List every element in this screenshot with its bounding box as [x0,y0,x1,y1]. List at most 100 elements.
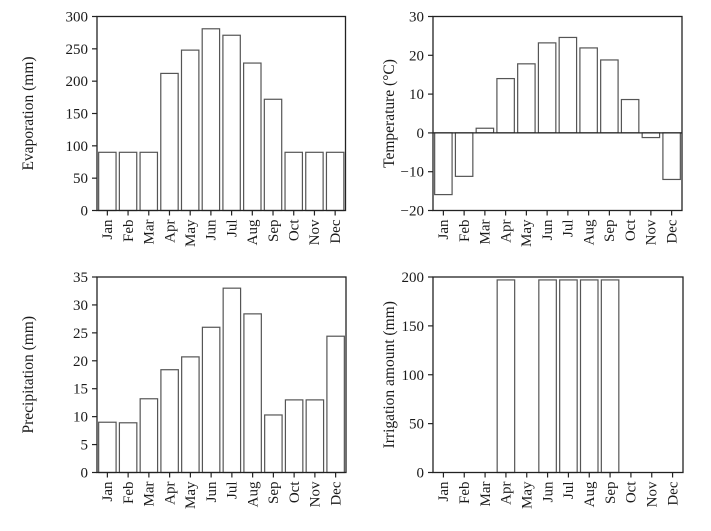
evaporation-ytick-label: 150 [66,107,89,123]
temperature-month-label-Sep: Sep [602,220,618,243]
evaporation-month-label-Dec: Dec [328,219,344,243]
evaporation-month-label-Jun: Jun [204,219,220,240]
irrigation-ytick-label: 50 [409,417,424,433]
precipitation-month-label-Dec: Dec [328,481,344,505]
temperature-ytick-label: 20 [409,48,424,64]
evaporation-ytick-label: 100 [66,139,89,155]
evaporation-month-label-Nov: Nov [307,219,323,245]
precipitation-bar-Mar [139,398,159,474]
temperature-month-label-Dec: Dec [664,219,680,243]
precipitation-month-label-Sep: Sep [266,482,282,505]
temperature-ytick-label: −20 [401,204,424,220]
precipitation-bar-Dec [326,335,345,474]
evaporation-bar-Oct [284,151,304,212]
evaporation-ytick-label: 300 [66,10,89,26]
irrigation-plot-frame [432,276,684,474]
precipitation-ytick-label: 5 [81,438,89,454]
evaporation-bar-Feb [118,151,138,212]
precipitation-ytick-label: 10 [73,410,88,426]
precipitation-month-label-Mar: Mar [142,482,158,507]
temperature-month-label-Mar: Mar [478,220,494,245]
irrigation-month-label-Oct: Oct [624,481,640,503]
temperature-bar-Jun [537,42,557,134]
evaporation-bar-Dec [325,151,345,212]
precipitation-month-label-Oct: Oct [287,481,303,503]
evaporation-bar-Jul [222,34,241,212]
irrigation-ytick-label: 100 [402,368,425,384]
irrigation-month-label-May: May [520,481,536,509]
evaporation-bar-Nov [305,151,324,212]
temperature-ytick-label: 0 [417,126,425,142]
evaporation-bar-Jun [201,28,221,212]
temperature-bar-Jan [434,132,453,196]
irrigation-month-label-Feb: Feb [457,482,473,505]
irrigation-bar-Apr [496,279,516,474]
temperature-bar-Feb [454,132,474,177]
temperature-month-label-Apr: Apr [498,219,514,242]
precipitation-bar-Sep [264,414,283,474]
evaporation-month-label-May: May [183,219,199,247]
temperature-ytick-label: −10 [401,165,424,181]
temperature-month-label-May: May [519,219,535,247]
evaporation-ytick-label: 200 [66,74,89,90]
irrigation-bar-Jun [538,279,557,474]
precipitation-ytick-label: 15 [73,382,88,398]
temperature-month-label-Nov: Nov [644,219,660,245]
irrigation-ytick-label: 150 [402,319,425,335]
irrigation-month-label-Jun: Jun [540,481,556,502]
precipitation-plot-frame [96,276,347,474]
temperature-month-label-Aug: Aug [581,219,597,245]
temperature-bar-Jul [558,36,578,134]
irrigation-ytick-label: 0 [417,466,425,482]
precipitation-month-label-Jun: Jun [204,481,220,502]
irrigation-month-label-Sep: Sep [603,482,619,505]
evaporation-month-label-Jan: Jan [100,219,116,239]
temperature-bar-Oct [620,98,640,134]
precipitation-bar-Jun [201,326,221,474]
temperature-month-label-Jan: Jan [436,219,452,239]
irrigation-ytick-label: 200 [402,270,425,286]
precipitation-chart: 0 5 10 15 20 25 30 35 Jan Feb Mar Apr May Jun Jul Aug Se… [20,270,347,509]
irrigation-month-label-Mar: Mar [478,482,494,507]
precipitation-axis-title: Precipitation (mm) [20,316,37,434]
precipitation-bar-Jul [222,287,242,474]
evaporation-month-label-Oct: Oct [287,219,303,241]
irrigation-bar-Aug [579,279,599,474]
evaporation-ytick-label: 250 [66,42,89,58]
evaporation-bar-Sep [263,98,283,212]
temperature-ytick-label: 10 [409,87,424,103]
precipitation-bar-Feb [118,422,138,474]
evaporation-month-label-Mar: Mar [142,220,158,245]
irrigation-month-label-Nov: Nov [645,481,661,507]
precipitation-bar-Apr [160,369,179,474]
irrigation-month-label-Aug: Aug [582,481,598,507]
evaporation-month-label-Feb: Feb [121,220,137,243]
evaporation-ytick-label: 50 [73,171,88,187]
irrigation-month-label-Apr: Apr [499,481,515,504]
precipitation-bar-Oct [284,399,304,474]
evaporation-bar-May [180,49,200,212]
irrigation-month-label-Jan: Jan [436,481,452,501]
precipitation-ytick-label: 25 [73,326,88,342]
temperature-bar-Dec [662,132,681,181]
evaporation-month-label-Sep: Sep [266,220,282,243]
temperature-bar-Mar [475,127,495,134]
temperature-axis-title: Temperature (°C) [381,59,398,168]
irrigation-bar-Sep [600,279,620,474]
temperature-month-label-Jun: Jun [540,219,556,240]
temperature-month-label-Oct: Oct [623,219,639,241]
evaporation-bar-Aug [243,62,262,212]
temperature-plot-frame [432,15,683,212]
precipitation-month-label-Feb: Feb [121,482,137,505]
evaporation-ytick-label: 0 [81,204,89,220]
precipitation-month-label-Jan: Jan [100,481,116,501]
temperature-month-label-Feb: Feb [457,220,473,243]
irrigation-axis-title: Irrigation amount (mm) [381,301,398,448]
precipitation-ytick-label: 0 [81,466,89,482]
precipitation-bar-Nov [305,399,325,474]
irrigation-bar-Jul [559,279,578,474]
precipitation-month-label-Apr: Apr [162,481,178,504]
temperature-bar-Sep [600,59,619,134]
temperature-bar-Aug [579,47,598,134]
